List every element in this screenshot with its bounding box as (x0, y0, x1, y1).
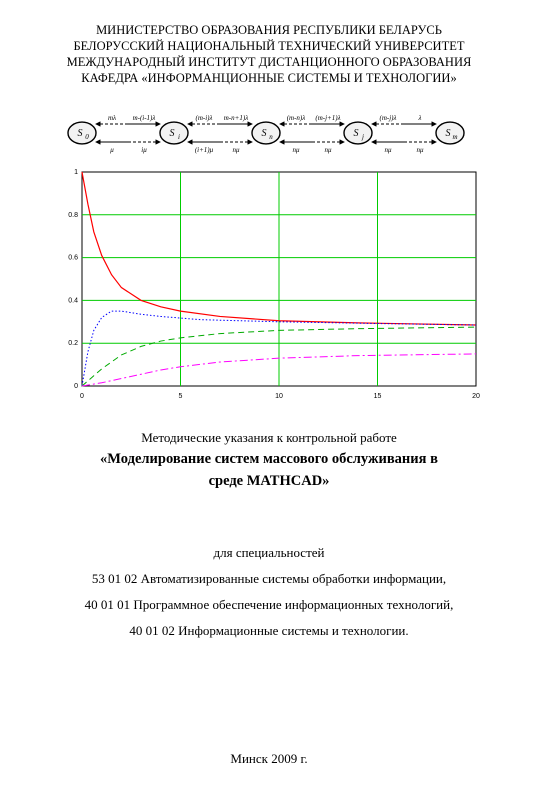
svg-text:nμ: nμ (416, 146, 424, 154)
svg-text:1: 1 (74, 169, 78, 176)
svg-text:5: 5 (179, 393, 183, 400)
specialties-block: для специальностей 53 01 02 Автоматизиро… (28, 540, 510, 644)
header-line-2: БЕЛОРУССКИЙ НАЦИОНАЛЬНЫЙ ТЕХНИЧЕСКИЙ УНИ… (67, 38, 472, 54)
header-line-1: МИНИСТЕРСТВО ОБРАЗОВАНИЯ РЕСПУБЛИКИ БЕЛА… (67, 22, 472, 38)
svg-text:20: 20 (472, 393, 480, 400)
svg-text:m: m (452, 133, 457, 141)
svg-text:S: S (446, 128, 451, 139)
subtitle-line-1: Методические указания к контрольной рабо… (28, 428, 510, 449)
svg-text:S: S (78, 128, 83, 139)
svg-text:λ: λ (417, 114, 421, 122)
spec-item: 53 01 02 Автоматизированные системы обра… (28, 566, 510, 592)
svg-text:iμ: iμ (141, 146, 147, 154)
svg-text:m-(i-1)λ: m-(i-1)λ (133, 114, 156, 122)
svg-text:i: i (178, 133, 180, 141)
spec-item: 40 01 02 Информационные системы и технол… (28, 618, 510, 644)
title-line-2: среде MATHCAD» (28, 471, 510, 493)
svg-text:mλ: mλ (108, 114, 116, 122)
svg-text:0: 0 (74, 383, 78, 390)
header-line-3: МЕЖДУНАРОДНЫЙ ИНСТИТУТ ДИСТАНЦИОННОГО ОБ… (67, 54, 472, 70)
footer-city-year: Минск 2009 г. (28, 751, 510, 769)
svg-text:0.4: 0.4 (68, 297, 78, 304)
header-block: МИНИСТЕРСТВО ОБРАЗОВАНИЯ РЕСПУБЛИКИ БЕЛА… (67, 22, 472, 86)
state-diagram: mλm-(i-1)λμiμ(m-i)λm-n+1)λ(i+1)μnμ(m-n)λ… (44, 104, 494, 162)
svg-text:0.2: 0.2 (68, 340, 78, 347)
svg-text:S: S (354, 128, 359, 139)
svg-text:n: n (269, 133, 273, 141)
svg-text:0: 0 (85, 133, 89, 141)
svg-text:nμ: nμ (384, 146, 392, 154)
svg-text:μ: μ (110, 146, 114, 154)
svg-text:15: 15 (374, 393, 382, 400)
svg-text:10: 10 (275, 393, 283, 400)
probability-chart: 0 5 10 15 20 0 0.2 0.4 0.6 0.8 1 (44, 164, 494, 404)
svg-text:S: S (170, 128, 175, 139)
subtitle-block: Методические указания к контрольной рабо… (28, 428, 510, 492)
svg-text:(m-j)λ: (m-j)λ (379, 114, 396, 122)
spec-intro: для специальностей (28, 540, 510, 566)
svg-text:(m-j+1)λ: (m-j+1)λ (315, 114, 340, 122)
svg-text:j: j (361, 133, 364, 141)
svg-text:0.8: 0.8 (68, 212, 78, 219)
svg-text:0.6: 0.6 (68, 255, 78, 262)
spec-item: 40 01 01 Программное обеспечение информа… (28, 592, 510, 618)
svg-text:(i+1)μ: (i+1)μ (195, 146, 214, 154)
svg-text:S: S (262, 128, 267, 139)
svg-text:nμ: nμ (232, 146, 240, 154)
title-line-1: «Моделирование систем массового обслужив… (28, 449, 510, 471)
svg-text:nμ: nμ (324, 146, 332, 154)
svg-text:(m-i)λ: (m-i)λ (195, 114, 212, 122)
svg-text:0: 0 (80, 393, 84, 400)
svg-text:nμ: nμ (292, 146, 300, 154)
header-line-4: КАФЕДРА «ИНФОРМАНЦИОННЫЕ СИСТЕМЫ И ТЕХНО… (67, 70, 472, 86)
svg-text:m-n+1)λ: m-n+1)λ (224, 114, 248, 122)
svg-text:(m-n)λ: (m-n)λ (287, 114, 306, 122)
